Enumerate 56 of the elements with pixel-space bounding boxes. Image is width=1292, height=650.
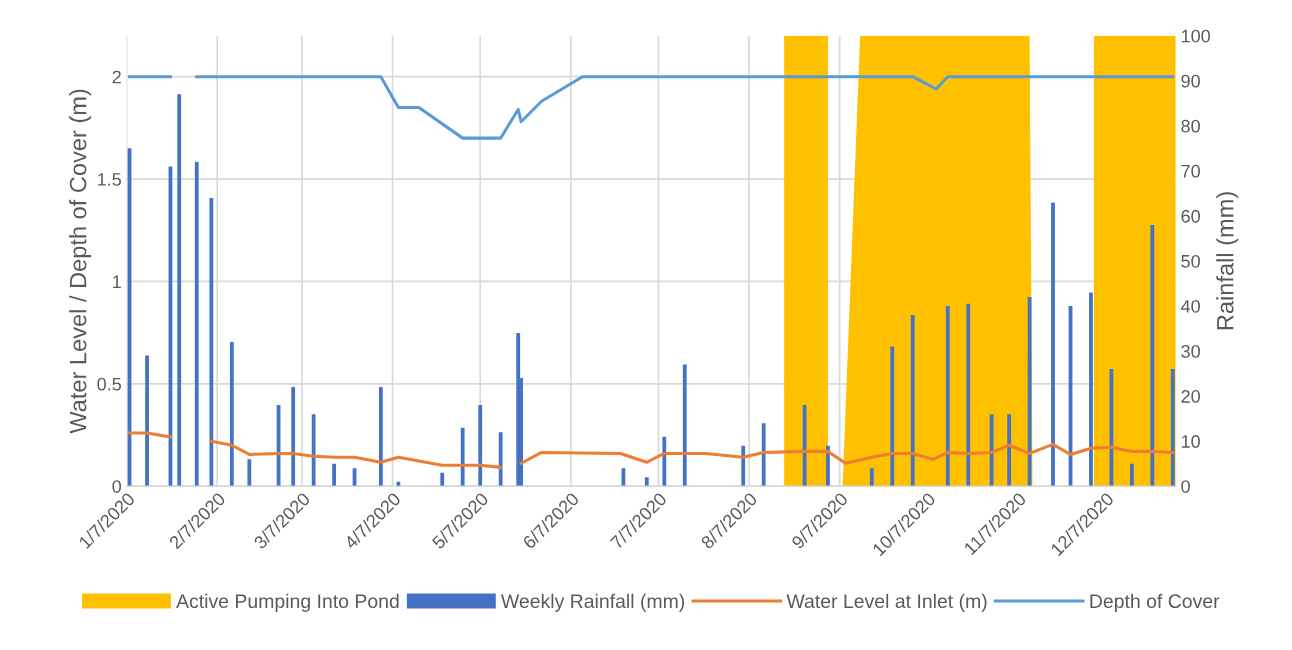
bar xyxy=(989,414,994,487)
bar xyxy=(945,306,950,487)
bar xyxy=(910,315,915,487)
bar xyxy=(396,481,401,487)
y-axis-title: Water Level / Depth of Cover (m) xyxy=(69,89,92,434)
bar xyxy=(194,161,199,487)
bar xyxy=(177,94,182,487)
y-tick-label: 2 xyxy=(112,70,121,84)
bar xyxy=(209,197,214,487)
legend-label: Depth of Cover xyxy=(1090,593,1220,612)
bar xyxy=(1007,414,1012,487)
y2-tick-label: 40 xyxy=(1181,299,1200,313)
bar xyxy=(1027,297,1032,487)
y2-tick-label: 20 xyxy=(1181,390,1200,403)
bar xyxy=(378,387,383,487)
y2-tick-label: 60 xyxy=(1181,209,1200,223)
legend-label: Weekly Rainfall (mm) xyxy=(500,593,685,612)
bar xyxy=(440,472,445,487)
bar xyxy=(890,346,895,487)
bar xyxy=(145,355,149,487)
bar xyxy=(229,342,234,487)
y2-tick-label: 50 xyxy=(1181,254,1200,268)
bar xyxy=(332,463,336,487)
bar xyxy=(478,405,483,487)
bar xyxy=(460,427,465,487)
bar xyxy=(662,436,667,487)
y2-tick-label: 100 xyxy=(1181,29,1210,43)
y2-tick-label: 90 xyxy=(1181,74,1200,88)
y-tick-label: 0 xyxy=(112,480,122,493)
bar xyxy=(311,414,316,487)
y-tick-label: 1 xyxy=(113,275,121,288)
bar xyxy=(1089,292,1093,487)
bar xyxy=(1150,224,1155,487)
y2-axis-title: Rainfall (mm) xyxy=(1216,192,1239,330)
legend-label: Active Pumping Into Pond xyxy=(176,593,399,612)
y2-tick-label: 70 xyxy=(1181,164,1200,178)
y2-tick-label: 10 xyxy=(1181,435,1200,448)
y-tick-label: 0.5 xyxy=(97,377,121,391)
bar xyxy=(644,477,649,487)
bar xyxy=(966,303,971,487)
bar xyxy=(498,432,503,487)
bar xyxy=(1129,463,1134,487)
y2-tick-label: 0 xyxy=(1181,480,1190,493)
bar xyxy=(1170,369,1175,487)
bar xyxy=(682,364,687,487)
bar xyxy=(869,468,874,487)
bar xyxy=(1051,202,1055,487)
bar xyxy=(761,423,766,487)
bar xyxy=(247,459,252,487)
bar xyxy=(826,445,830,487)
y-tick-label: 1.5 xyxy=(98,173,121,186)
bar xyxy=(741,445,746,487)
bar xyxy=(291,387,296,487)
y2-tick-label: 80 xyxy=(1181,119,1200,133)
y2-tick-label: 30 xyxy=(1181,345,1200,358)
legend-label: Water Level at Inlet (m) xyxy=(786,593,987,612)
